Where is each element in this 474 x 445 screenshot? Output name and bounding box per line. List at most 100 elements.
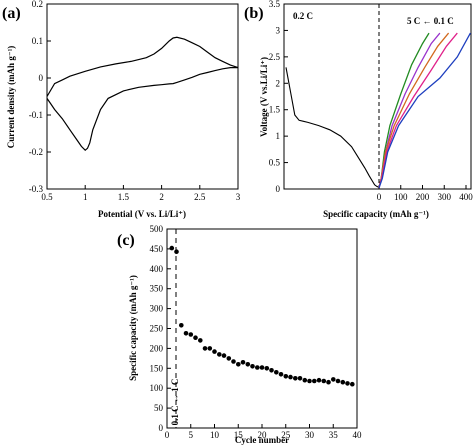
panel-a-xtick-label: 3 xyxy=(236,192,241,202)
panel-a-frame xyxy=(46,3,239,190)
panel-c-data-point xyxy=(331,377,336,382)
panel-c-ytick-label: 150 xyxy=(150,363,164,373)
panel-c-data-point xyxy=(321,378,327,384)
panel-b-rate-legend: 5 C ← 0.1 C xyxy=(407,16,454,26)
panel-b-ytick-label: 1.5 xyxy=(269,105,281,115)
panel-c-data-point xyxy=(254,365,260,370)
panel-a-xtick-label: 2 xyxy=(159,192,164,202)
panel-a-ytick-label: 0.1 xyxy=(32,36,43,46)
panel-c-data-point xyxy=(264,366,270,371)
panel-b-ticks: 0 0.5 1 1.5 2 2.5 3 3.5 0 100 200 300 400 xyxy=(269,0,474,202)
panel-b-ytick-label: 3 xyxy=(276,25,281,35)
panel-c-data-point xyxy=(226,356,232,361)
panel-c-rate-annotation: 0.1 C ↔ 1 C xyxy=(170,379,180,426)
panel-a-ytick-label: -0.1 xyxy=(29,110,43,120)
panel-c-xtick-label: 15 xyxy=(234,430,244,440)
panel-c-data-point xyxy=(326,379,331,385)
panel-a-label: (a) xyxy=(2,5,21,22)
panel-c-data-point xyxy=(302,377,308,383)
panel-c-data-point xyxy=(202,346,208,351)
panel-c-data-point xyxy=(288,374,293,380)
panel-b-ylabel: Voltage (V vs.Li/Li⁺) xyxy=(259,57,269,137)
panel-c-data-point xyxy=(307,378,312,384)
panel-c-ytick-label: 300 xyxy=(150,304,164,314)
panel-c-data-point xyxy=(245,362,251,367)
panel-c-label: (c) xyxy=(117,232,135,249)
panel-c-data-point xyxy=(297,376,303,381)
panel-c-xtick-label: 10 xyxy=(210,430,220,440)
panel-c-xtick-label: 5 xyxy=(189,430,194,440)
panel-a-xtick-label: 2.5 xyxy=(194,192,206,202)
panel-b-charge-curve xyxy=(378,32,450,189)
panel-b-ytick-label: 2.5 xyxy=(269,52,281,62)
panel-a-series xyxy=(46,36,239,152)
panel-b-ytick-label: 2 xyxy=(276,78,281,88)
panel-c-data-point xyxy=(269,368,274,373)
panel-c-data-point xyxy=(278,372,284,377)
panel-c-data-point xyxy=(283,374,289,379)
panel-c-data-point xyxy=(312,378,317,384)
panel-b-xtick-label: 0 xyxy=(377,192,382,202)
panel-c-data-point xyxy=(179,323,184,328)
panel-b-charge-curve xyxy=(378,32,458,189)
panel-b-ytick-label: 0 xyxy=(276,184,281,194)
panel-c-data-point xyxy=(212,349,217,354)
panel-c-data-point xyxy=(236,362,241,367)
panel-b-xtick-label: 300 xyxy=(438,192,452,202)
panel-c-data-point xyxy=(240,360,246,365)
panel-a-ytick-label: 0.2 xyxy=(32,0,43,9)
panel-c-xtick-label: 0 xyxy=(165,430,170,440)
panel-c-ytick-label: 50 xyxy=(154,403,164,413)
panel-c-data-point xyxy=(293,376,298,381)
panel-c-data-point xyxy=(231,359,236,364)
panel-c-ytick-label: 450 xyxy=(150,244,164,254)
panel-b-discharge-curve xyxy=(285,67,380,188)
panel-c-frame xyxy=(166,228,358,429)
panel-c-xtick-label: 40 xyxy=(353,430,363,440)
panel-b-xtick-label: 200 xyxy=(416,192,430,202)
panel-c-data-point xyxy=(193,335,198,341)
panel-b-label: (b) xyxy=(244,5,264,22)
panel-c-xtick-label: 25 xyxy=(281,430,291,440)
panel-c-data-point xyxy=(221,353,227,358)
panel-c-data-point xyxy=(259,365,265,370)
panel-b-series xyxy=(285,32,471,189)
panel-c-ylabel: Specific capacity (mAh g⁻¹) xyxy=(128,275,138,381)
panel-c-ticks: 0 5 10 15 20 25 30 35 40050100150200250300350400… xyxy=(150,224,363,440)
panel-b-ytick-label: 1 xyxy=(276,131,281,141)
panel-b-frame xyxy=(283,3,472,190)
panel-a-ytick-label: -0.3 xyxy=(29,184,44,194)
panel-c-ytick-label: 0 xyxy=(159,423,164,433)
panel-c: 0 5 10 15 20 25 30 35 40050100150200250300350400… xyxy=(117,224,362,445)
panel-c-xtick-label: 35 xyxy=(329,430,339,440)
panel-a-cv-curve xyxy=(46,36,239,152)
panel-c-data-point xyxy=(274,370,279,375)
panel-b-xtick-label: 400 xyxy=(459,192,473,202)
panel-c-ytick-label: 500 xyxy=(150,224,164,234)
panel-c-data-point xyxy=(345,381,350,386)
panel-c-data-point xyxy=(217,352,222,357)
panel-c-data-point xyxy=(350,381,355,387)
panel-c-ytick-label: 200 xyxy=(150,343,164,353)
panel-b: 0 0.5 1 1.5 2 2.5 3 3.5 0 100 200 300 400 (b) Specif… xyxy=(244,0,473,219)
panel-c-data-point xyxy=(183,331,189,336)
panel-a-xtick-label: 0.5 xyxy=(41,192,53,202)
panel-c-data-point xyxy=(250,364,255,369)
panel-b-charge-curve xyxy=(378,32,430,189)
panel-c-data-point xyxy=(340,379,346,385)
panel-b-ytick-label: 0.5 xyxy=(269,158,281,168)
panel-a: 0.5 1 1.5 2 2.5 3 -0.3 -0.2 -0.1 0 0.1 0.2 (a) Pote… xyxy=(2,0,241,219)
panel-a-ytick-label: -0.2 xyxy=(29,147,43,157)
panel-c-ytick-label: 400 xyxy=(150,264,164,274)
panel-a-xtick-label: 1.5 xyxy=(118,192,130,202)
panel-b-rate-label: 0.2 C xyxy=(293,11,313,21)
panel-c-data-point xyxy=(174,249,179,254)
panel-c-series xyxy=(169,245,355,387)
panel-c-xtick-label: 30 xyxy=(305,430,315,440)
panel-b-xlabel: Specific capacity (mAh g⁻¹) xyxy=(323,209,429,219)
panel-c-data-point xyxy=(316,377,322,383)
panel-b-charge-curve xyxy=(378,32,471,189)
panel-c-data-point xyxy=(198,338,203,343)
panel-a-xlabel: Potential (V vs. Li/Li⁺) xyxy=(98,209,186,219)
